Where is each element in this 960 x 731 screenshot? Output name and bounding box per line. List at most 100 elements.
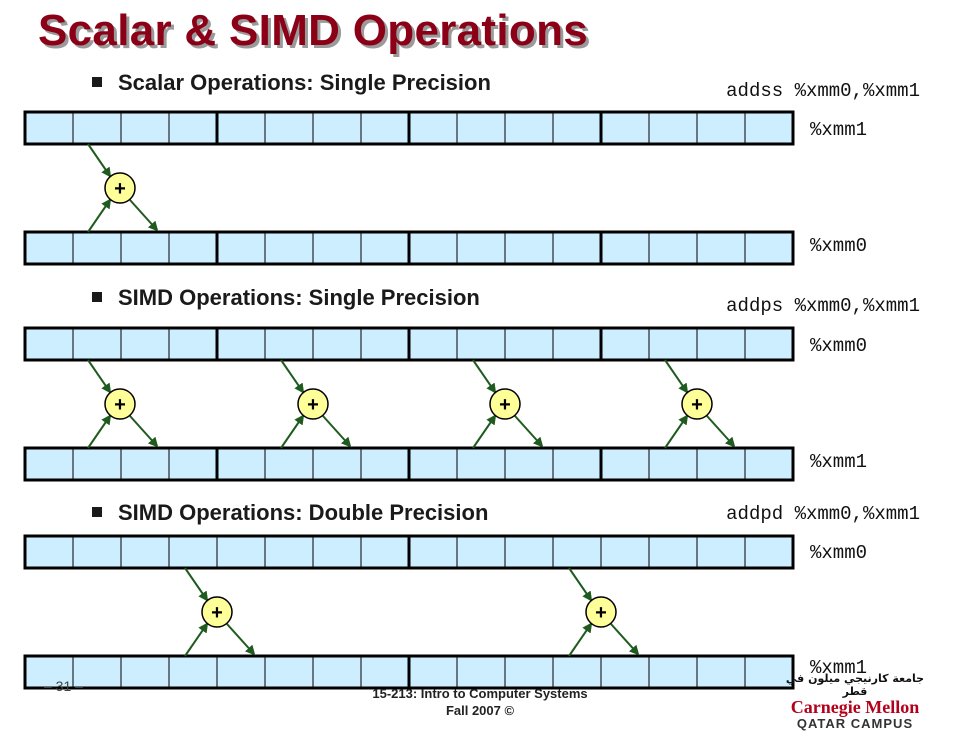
scalar-bottom-register-cell (744, 231, 794, 265)
simd-single-bottom-register-cell (72, 447, 122, 481)
simd-double-top-register-cell (552, 535, 602, 569)
simd-single-bottom-register-cell (696, 447, 746, 481)
adder-node (681, 388, 713, 420)
scalar-bottom-register-cell (504, 231, 554, 265)
arrow (87, 198, 112, 233)
arrow (472, 359, 497, 394)
simd-single-bottom-register-cell (408, 447, 458, 481)
scalar-top-register-cell (744, 111, 794, 145)
arrow (664, 414, 689, 449)
register-label-top-scalar: %xmm1 (810, 119, 868, 141)
simd-single-top-register-cell (456, 327, 506, 361)
arrow (129, 415, 159, 448)
simd-double-top-register-cell (120, 535, 170, 569)
arrow (568, 567, 593, 602)
adder-symbol: + (691, 394, 703, 416)
simd-double-top-register-cell (696, 535, 746, 569)
simd-single-top-register-cell (312, 327, 362, 361)
simd-single-bottom-register-cell (600, 447, 650, 481)
simd-single-top-register-cell (264, 327, 314, 361)
scalar-bottom-register-cell (648, 231, 698, 265)
adder-symbol: + (595, 602, 607, 624)
simd-double-bottom-register-group (407, 654, 795, 690)
simd-double-top-register-cell (264, 535, 314, 569)
simd-double-top-register-cell (216, 535, 266, 569)
simd-double-top-register-cell (72, 535, 122, 569)
simd-single-top-register-cell (72, 327, 122, 361)
simd-single-bottom-register-cell (216, 447, 266, 481)
arrow (568, 622, 593, 657)
footer-course: 15-213: Intro to Computer Systems (372, 686, 588, 701)
scalar-top-register-cell (120, 111, 170, 145)
register-label-top-simd-single: %xmm0 (810, 335, 868, 357)
adder-node (104, 172, 136, 204)
heading-text: SIMD Operations: Single Precision (118, 285, 480, 310)
simd-single-bottom-register-group (599, 446, 795, 482)
scalar-bottom-register-cell (360, 231, 410, 265)
scalar-bottom-register-group (599, 230, 795, 266)
scalar-top-register-cell (72, 111, 122, 145)
register-label-bottom-simd-single: %xmm1 (810, 451, 868, 473)
scalar-top-register-cell (408, 111, 458, 145)
simd-single-bottom-register-cell (264, 447, 314, 481)
register-label-bottom-scalar: %xmm0 (810, 235, 868, 257)
arrow (706, 415, 736, 448)
simd-double-bottom-register-cell (648, 655, 698, 689)
scalar-bottom-register-cell (552, 231, 602, 265)
adder-node (297, 388, 329, 420)
simd-double-top-register-cell (504, 535, 554, 569)
heading-text: SIMD Operations: Double Precision (118, 500, 489, 525)
adder-symbol: + (114, 394, 126, 416)
simd-single-top-register-cell (504, 327, 554, 361)
scalar-top-register-cell (696, 111, 746, 145)
heading-text: Scalar Operations: Single Precision (118, 70, 491, 95)
simd-single-top-register-cell (552, 327, 602, 361)
simd-single-top-register-cell (120, 327, 170, 361)
simd-double-bottom-register-cell (408, 655, 458, 689)
scalar-top-register-cell (216, 111, 266, 145)
simd-double-top-register-cell (744, 535, 794, 569)
scalar-top-register-cell (552, 111, 602, 145)
instruction-addss: addss %xmm0,%xmm1 (726, 80, 920, 102)
scalar-bottom-register-cell (24, 231, 74, 265)
simd-single-top-register-cell (600, 327, 650, 361)
simd-double-bottom-register-cell (216, 655, 266, 689)
simd-double-top-register-group (407, 534, 795, 570)
arrow (514, 415, 544, 448)
scalar-top-register-cell (168, 111, 218, 145)
adder-symbol: + (114, 178, 126, 200)
arrow (280, 414, 305, 449)
simd-single-top-register-cell (216, 327, 266, 361)
scalar-bottom-register-cell (600, 231, 650, 265)
simd-single-bottom-register-cell (744, 447, 794, 481)
adder-symbol: + (211, 602, 223, 624)
arrow (226, 623, 256, 656)
arrow (322, 415, 352, 448)
scalar-bottom-register-cell (312, 231, 362, 265)
arrow (184, 567, 209, 602)
register-label-bottom-simd-double: %xmm1 (810, 657, 868, 679)
instruction-addps: addps %xmm0,%xmm1 (726, 295, 920, 317)
simd-single-bottom-register-cell (648, 447, 698, 481)
simd-single-bottom-register-cell (504, 447, 554, 481)
adder-node (489, 388, 521, 420)
simd-double-top-register-cell (408, 535, 458, 569)
logo-campus: QATAR CAMPUS (796, 716, 914, 731)
simd-double-bottom-register-cell (312, 655, 362, 689)
scalar-bottom-register-cell (696, 231, 746, 265)
bullet-icon (92, 507, 102, 518)
bullet-icon (92, 77, 102, 88)
arrow (87, 143, 112, 178)
arrow (129, 199, 159, 232)
scalar-bottom-register-cell (120, 231, 170, 265)
simd-single-top-register-cell (408, 327, 458, 361)
simd-double-bottom-register-cell (504, 655, 554, 689)
simd-double-bottom-register-cell (264, 655, 314, 689)
simd-single-bottom-register-cell (24, 447, 74, 481)
simd-single-bottom-register-cell (168, 447, 218, 481)
simd-single-bottom-register-cell (456, 447, 506, 481)
scalar-top-register-cell (312, 111, 362, 145)
simd-double-top-register-cell (600, 535, 650, 569)
adder-node (585, 596, 617, 628)
